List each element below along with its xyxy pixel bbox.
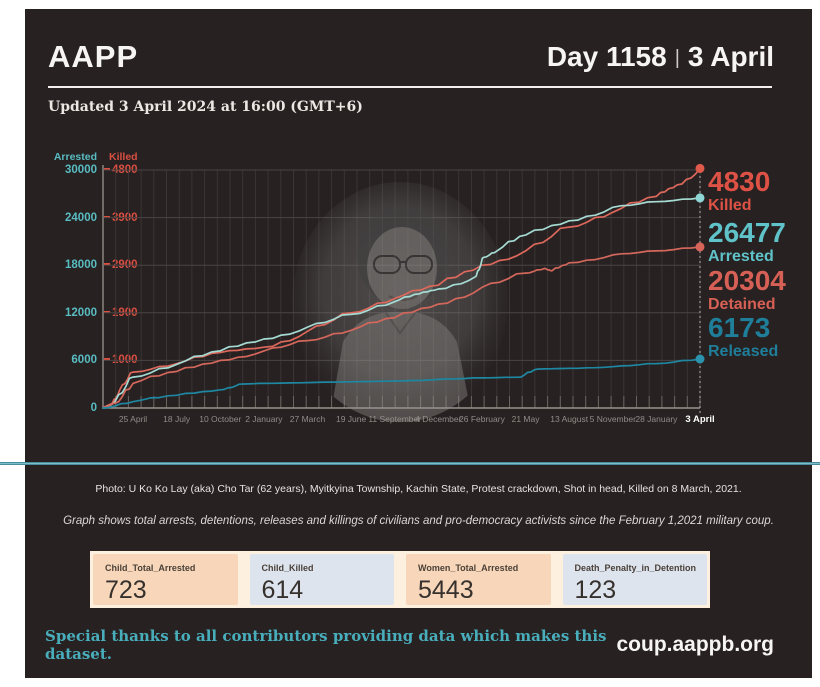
series-end-dot-killed [695,163,705,173]
x-axis-tick: 26 February [459,414,505,424]
footer: Special thanks to all contributors provi… [45,627,774,663]
x-axis-tick: 13 August [550,414,589,424]
brand-title: AAPP [48,39,139,74]
stat-card-death_penalty_in_detention: Death_Penalty_in_Detention 123 [562,554,707,605]
thanks-text: Special thanks to all contributors provi… [45,627,607,663]
line-chart [102,163,705,422]
stat-card-label: Child_Killed [261,563,314,573]
website-url: coup.aappb.org [616,633,775,656]
series-line-arrested [102,197,701,409]
stat-card-label: Death_Penalty_in_Detention [574,563,697,573]
stat-card-child_total_arrested: Child_Total_Arrested 723 [93,554,238,605]
left-axis-title: Arrested [53,151,97,163]
x-axis-tick: 21 May [511,414,540,424]
portrait-glasses-left [373,255,401,274]
x-axis-tick: 18 July [163,414,191,424]
stat-card-value: 123 [574,576,617,604]
total-label: Released [708,343,779,360]
day-counter-date: 3 April [687,41,774,72]
total-value: 6173 [708,312,771,343]
stat-card-label: Women_Total_Arrested [418,563,519,573]
photo-caption: Photo: U Ko Ko Lay (aka) Cho Tar (62 yea… [95,483,742,495]
day-counter-separator: | [674,47,680,69]
x-axis-tick: 10 October [199,414,242,424]
total-label: Killed [708,197,752,214]
x-axis-tick: 3 April [685,414,715,425]
series-line-killed [102,167,701,409]
total-detained: 20304 Detained [708,267,786,313]
stat-card-women_total_arrested: Women_Total_Arrested 5443 [406,554,551,605]
series-end-dot-released [695,354,705,364]
total-value: 4830 [708,166,771,197]
day-counter: Day 1158 | 3 April [547,41,774,73]
left-axis-tick: 30000 [65,164,97,176]
left-axis-tick: 6000 [71,354,97,367]
total-value: 26477 [708,217,786,248]
portrait-face [367,227,437,309]
stat-card-value: 614 [261,576,304,604]
graph-description: Graph shows total arrests, detentions, r… [63,515,774,527]
series-end-dot-detained [695,242,705,252]
stat-cards-strip: Child_Total_Arrested 723 Child_Killed 614 Wo… [90,551,710,608]
header-divider [48,86,772,88]
portrait-smile [388,295,418,301]
total-value: 20304 [708,265,786,296]
total-arrested: 26477 Arrested [708,219,786,265]
left-axis-tick: 24000 [65,211,97,224]
total-label: Arrested [708,248,774,265]
stat-card-label: Child_Total_Arrested [105,563,196,573]
x-axis-tick: 19 June [335,414,367,424]
chart-series-lines [102,163,705,409]
x-axis-tick: 28 January [635,414,678,424]
series-end-dot-arrested [695,193,705,203]
x-axis-tick: 25 April [118,414,148,424]
updated-timestamp: Updated 3 April 2024 at 16:00 (GMT+6) [48,99,363,115]
overlay-axis-title: Killed [109,151,138,163]
stat-card-value: 723 [105,576,147,604]
left-axis-tick: 12000 [65,306,97,319]
total-released: 6173 Released [708,314,778,360]
total-label: Detained [708,296,776,313]
background-portrait-photo [292,182,508,422]
left-axis-tick: 0 [90,402,97,414]
x-axis-tick: 5 November [589,414,636,424]
infographic-panel: AAPP Day 1158 | 3 April Updated 3 April 20… [0,9,820,678]
series-line-detained [102,246,701,409]
portrait-hair [357,206,449,306]
stat-card-value: 5443 [418,576,474,604]
x-axis-tick: 2 January [245,414,283,424]
x-axis-tick: 27 March [289,414,326,424]
series-line-released [102,358,701,409]
total-killed: 4830 Killed [708,168,770,214]
portrait-jacket [329,311,473,422]
x-axis-tick: 4 December [415,414,462,424]
portrait-glasses-right [405,255,433,274]
stat-card-child_killed: Child_Killed 614 [249,554,394,605]
day-counter-label: Day 1158 [546,41,667,72]
teal-divider-line [0,462,820,465]
left-axis-tick: 18000 [65,259,97,272]
